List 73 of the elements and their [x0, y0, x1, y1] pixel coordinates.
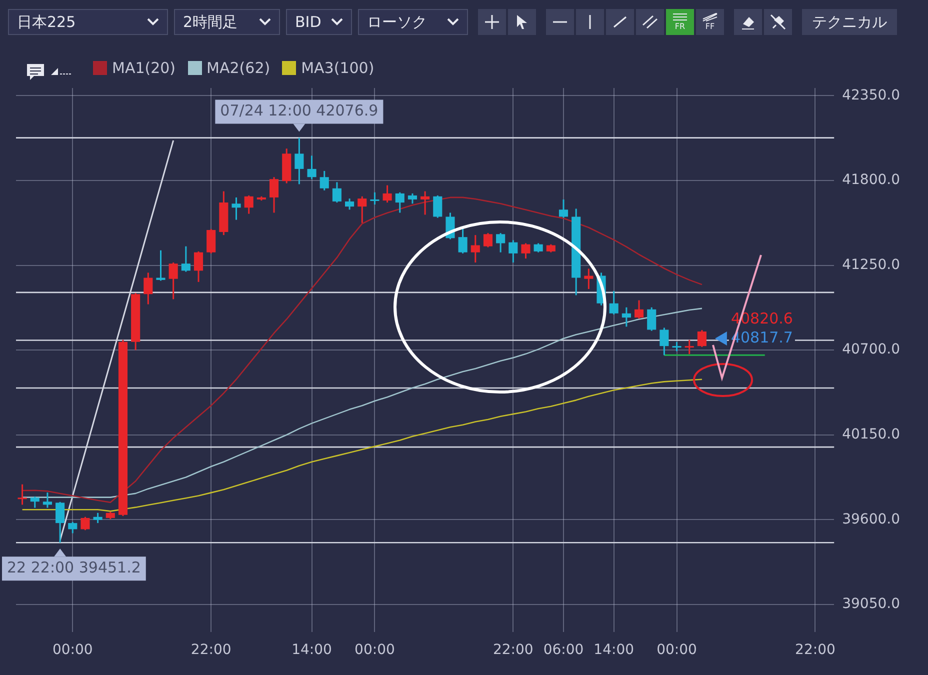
candlestick: [80, 516, 90, 531]
candlestick: [609, 290, 618, 316]
legend-label: MA2(62): [206, 59, 270, 77]
annotation: 22 22:00 39451.2: [7, 558, 141, 576]
candlestick: [647, 306, 656, 332]
fan-icon: FF: [696, 9, 724, 35]
candlestick: [320, 170, 329, 192]
candlestick: [584, 268, 594, 290]
candlestick: [332, 181, 342, 204]
text: 2時間足: [183, 12, 238, 32]
candlestick: [634, 300, 644, 320]
x-tick-label: 22:00: [795, 642, 836, 658]
candlestick: [684, 339, 694, 355]
text: テクニカル: [802, 9, 897, 35]
y-tick-label: 41250.0: [842, 256, 900, 273]
candlestick: [206, 228, 216, 254]
candlestick: [382, 184, 392, 204]
candlestick: [622, 306, 631, 328]
candlestick: [232, 196, 241, 221]
x-tick-label: 14:00: [292, 642, 332, 658]
y-tick-label: 39600.0: [842, 511, 900, 528]
y-tick-label: 40150.0: [842, 426, 900, 443]
candlestick: [483, 232, 493, 248]
candlestick: [30, 496, 40, 509]
x-tick-label: 00:00: [656, 642, 697, 658]
candlestick: [42, 492, 52, 509]
candlestick: [307, 154, 316, 180]
candlestick: [470, 234, 480, 264]
candlestick: [168, 262, 178, 300]
legend-label: MA1(20): [112, 59, 176, 77]
candlestick: [433, 194, 442, 219]
candlestick: [181, 246, 190, 273]
text: ローソク: [367, 12, 427, 32]
candlestick: [68, 521, 78, 534]
candlestick: [194, 250, 204, 283]
x-tick-label: 22:00: [190, 642, 232, 658]
candlestick: [144, 272, 153, 306]
annotation: 07/24 12:00 42076.9: [220, 102, 378, 120]
y-tick-label: 41800.0: [842, 172, 900, 188]
candlestick: [294, 137, 304, 185]
candlestick: [508, 239, 518, 264]
candlestick: [269, 176, 279, 214]
candlestick: [558, 198, 568, 219]
x-tick-label: 00:00: [354, 642, 395, 658]
candlestick: [370, 192, 380, 206]
legend-label: MA3(100): [301, 59, 374, 77]
candlestick: [358, 196, 367, 224]
candlestick: [672, 341, 682, 352]
x-tick-label: 22:00: [492, 642, 534, 658]
y-tick-label: 40700.0: [842, 342, 900, 358]
candlestick: [521, 242, 530, 260]
candlestick: [408, 192, 417, 204]
text: BID: [295, 13, 322, 31]
candlestick: [420, 190, 430, 216]
candlestick: [534, 242, 543, 254]
candlestick: [496, 232, 506, 254]
candlestick: [345, 198, 354, 210]
candlestick: [244, 194, 254, 215]
x-tick-label: 00:00: [52, 642, 93, 658]
candlestick: [156, 250, 166, 282]
text: 日本225: [17, 12, 76, 32]
candlestick: [660, 326, 669, 356]
stacked-bars-icon: FR: [666, 9, 694, 35]
x-tick-label: 06:00: [543, 642, 584, 658]
candlestick: [395, 192, 404, 214]
y-tick-label: 39050.0: [842, 596, 900, 612]
candlestick: [458, 227, 468, 254]
candlestick: [56, 501, 65, 544]
y-tick-label: 42350.0: [842, 87, 900, 104]
candlestick: [18, 484, 27, 506]
candlestick: [697, 329, 706, 348]
candlestick: [93, 512, 102, 524]
x-tick-label: 14:00: [594, 642, 634, 658]
